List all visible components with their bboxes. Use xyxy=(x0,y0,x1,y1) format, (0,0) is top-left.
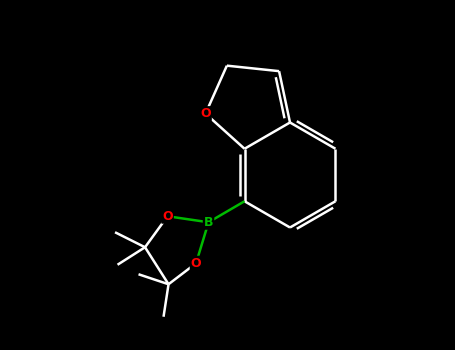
Text: O: O xyxy=(191,257,202,270)
Text: O: O xyxy=(200,107,211,120)
Text: O: O xyxy=(162,210,173,223)
Text: B: B xyxy=(204,216,213,229)
